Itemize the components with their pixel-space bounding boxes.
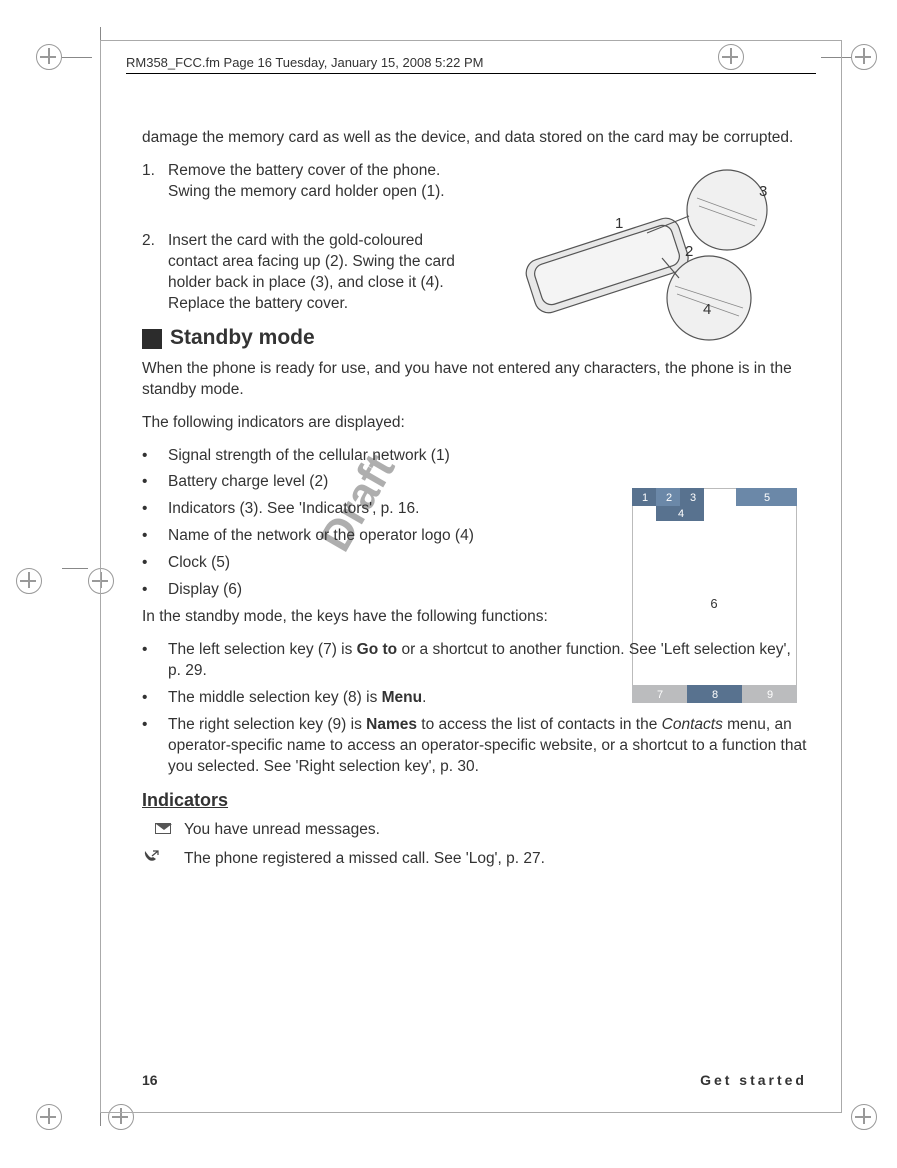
bullet-item: •The left selection key (7) is Go to or … [142, 640, 807, 682]
indicator-row: You have unread messages. [142, 820, 807, 841]
page-header: RM358_FCC.fm Page 16 Tuesday, January 15… [126, 55, 483, 70]
step-text: Remove the battery cover of the phone. S… [168, 161, 472, 203]
keys-intro: In the standby mode, the keys have the f… [142, 607, 577, 628]
crop-line [62, 568, 88, 569]
page-number: 16 [142, 1072, 158, 1088]
crop-line [62, 57, 92, 58]
section-name: Get started [700, 1072, 807, 1088]
crop-mark [36, 44, 62, 70]
bullet-item: •Name of the network or the operator log… [142, 526, 577, 547]
intro-paragraph: damage the memory card as well as the de… [142, 128, 807, 149]
crop-mark [36, 1104, 62, 1130]
step-number: 1. [142, 161, 168, 203]
indicators-intro: The following indicators are displayed: [142, 413, 807, 434]
header-rule [126, 73, 816, 74]
step-number: 2. [142, 231, 168, 315]
bullet-item: •Display (6) [142, 580, 577, 601]
standby-intro: When the phone is ready for use, and you… [142, 359, 807, 401]
crop-mark [16, 568, 42, 594]
envelope-icon [142, 820, 184, 834]
bullet-item: •The right selection key (9) is Names to… [142, 715, 807, 778]
step-2: 2. Insert the card with the gold-coloure… [142, 231, 472, 315]
bullet-item: •Clock (5) [142, 553, 577, 574]
bullet-item: •Indicators (3). See 'Indicators', p. 16… [142, 499, 577, 520]
bullet-item: •The middle selection key (8) is Menu. [142, 688, 807, 709]
missed-call-icon [142, 849, 184, 863]
bullet-item: •Battery charge level (2) [142, 472, 577, 493]
page-content: damage the memory card as well as the de… [142, 128, 807, 878]
bullet-item: •Signal strength of the cellular network… [142, 446, 577, 467]
section-square-icon [142, 329, 162, 349]
section-heading: Standby mode [142, 324, 807, 352]
crop-mark [851, 1104, 877, 1130]
step-text: Insert the card with the gold-coloured c… [168, 231, 472, 315]
crop-mark [851, 44, 877, 70]
step-1: 1. Remove the battery cover of the phone… [142, 161, 472, 203]
page-footer: 16 Get started [142, 1072, 807, 1088]
section-title: Standby mode [170, 324, 315, 352]
subheading-indicators: Indicators [142, 788, 807, 812]
indicator-row: The phone registered a missed call. See … [142, 849, 807, 870]
